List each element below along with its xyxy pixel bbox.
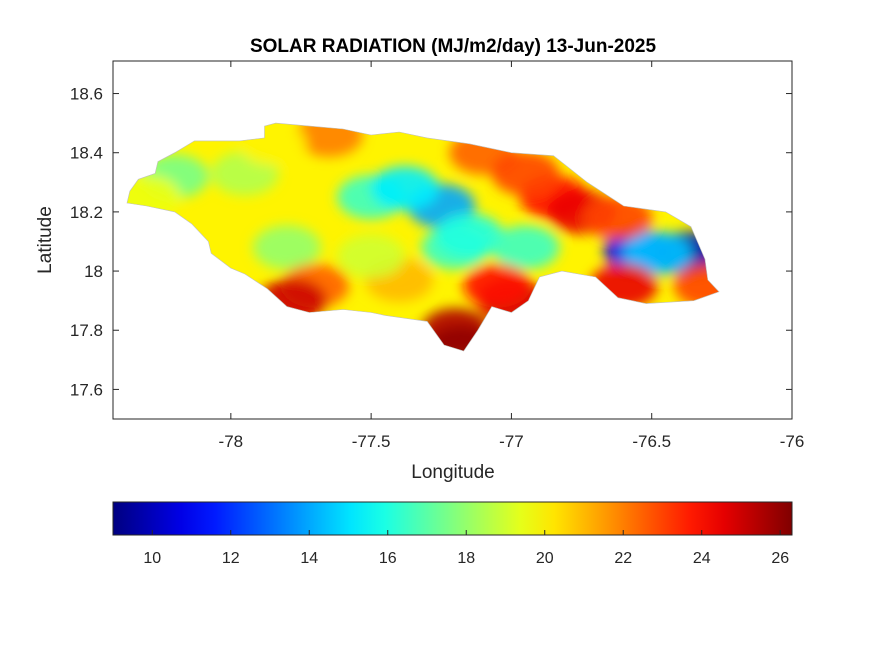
y-tick-label: 18.4: [70, 144, 103, 163]
y-axis-label: Latitude: [35, 206, 56, 274]
colorbar-tick-label: 16: [379, 550, 397, 567]
field-patch: [435, 213, 504, 258]
y-tick-label: 18: [84, 262, 103, 281]
x-axis: -78 -77.5 -77 -76.5 -76: [219, 61, 805, 451]
colorbar-tick-label: 14: [300, 550, 318, 567]
x-tick-label: -77.5: [352, 432, 391, 451]
x-axis-label: Longitude: [411, 462, 494, 483]
colorbar-tick-label: 12: [222, 550, 240, 567]
field-patch: [673, 263, 719, 308]
x-tick-label: -77: [499, 432, 524, 451]
x-tick-label: -78: [219, 432, 244, 451]
colorbar: [112, 501, 793, 536]
field-patch: [252, 225, 321, 270]
chart-title: SOLAR RADIATION (MJ/m2/day) 13-Jun-2025: [250, 36, 657, 57]
field-patch: [370, 166, 439, 211]
field-blobs: [127, 123, 719, 351]
y-tick-label: 17.6: [70, 380, 103, 399]
y-axis: 17.6 17.8 18 18.2 18.4 18.6: [70, 85, 792, 399]
field-patch: [337, 234, 406, 279]
colorbar-tick-label: 24: [693, 550, 711, 567]
colorbar-tick-label: 18: [457, 550, 475, 567]
colorbar-tick-label: 26: [771, 550, 789, 567]
colorbar-tick-label: 20: [536, 550, 554, 567]
field-patch: [463, 263, 532, 308]
field-patch: [623, 231, 692, 276]
y-tick-label: 18.6: [70, 85, 103, 104]
x-tick-label: -76.5: [632, 432, 671, 451]
y-tick-label: 17.8: [70, 321, 103, 340]
field-patch: [491, 151, 560, 196]
plot-frame: [112, 60, 793, 420]
field-patch: [491, 225, 560, 270]
colorbar-tick-label: 10: [143, 550, 161, 567]
island-outline: [126, 122, 720, 352]
colorbar-tick-label: 22: [614, 550, 632, 567]
y-tick-label: 18.2: [70, 203, 103, 222]
x-tick-label: -76: [780, 432, 805, 451]
colorbar-ticks: 10 12 14 16 18 20 22 24 26: [143, 530, 789, 567]
